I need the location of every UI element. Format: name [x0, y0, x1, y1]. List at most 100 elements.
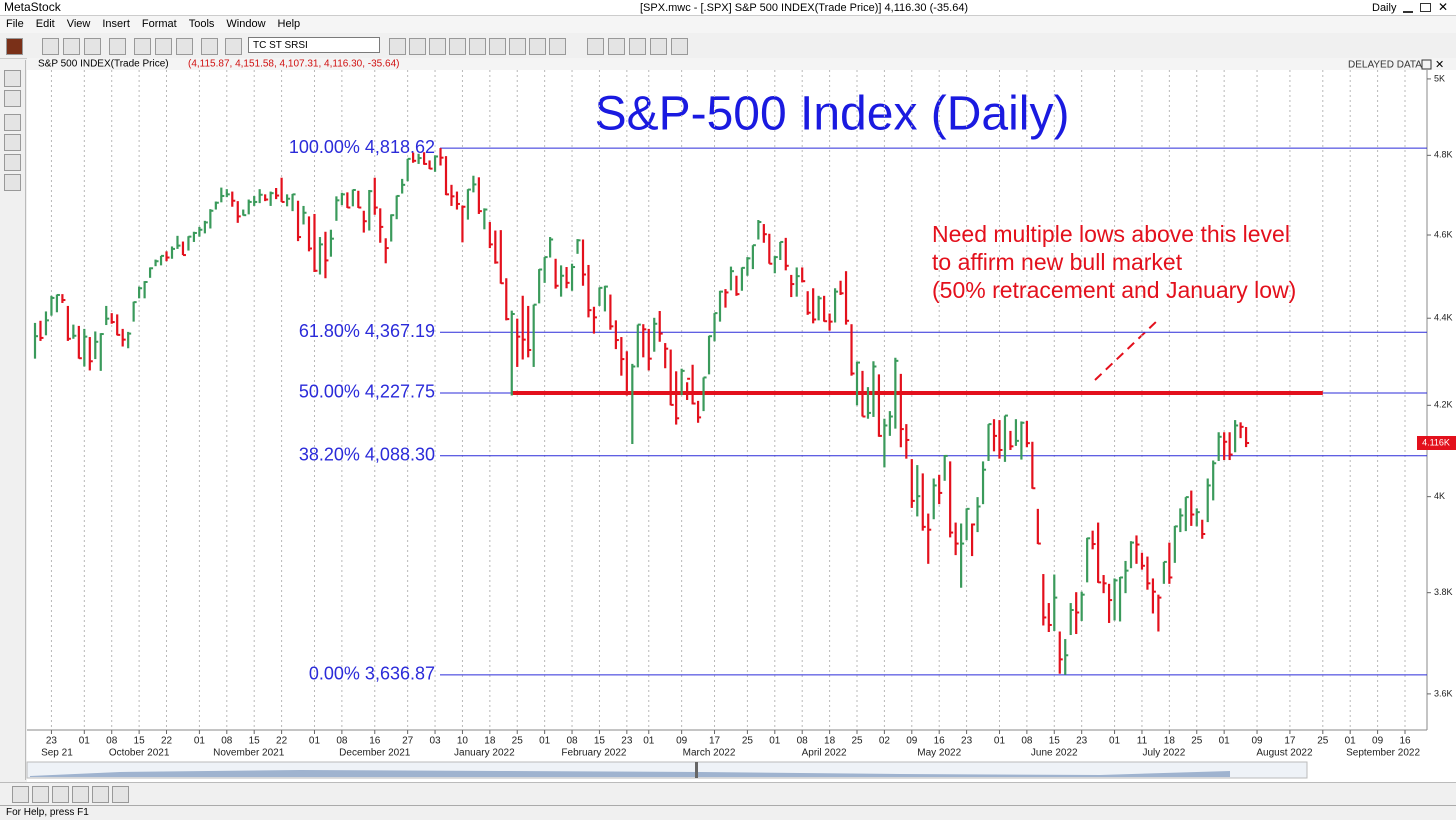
cross-tool[interactable]	[4, 90, 21, 107]
fib-label: 61.80% 4,367.19	[299, 321, 435, 341]
menu-item[interactable]: Window	[226, 18, 266, 30]
tab-button[interactable]	[92, 786, 109, 803]
print-button[interactable]	[109, 38, 126, 55]
x-tick-label: 01	[1345, 736, 1357, 747]
tool-button[interactable]	[509, 38, 526, 55]
x-tick-label: 01	[194, 736, 206, 747]
drawing-toolbar	[0, 60, 26, 780]
x-tick-label: 01	[309, 736, 321, 747]
tab-button[interactable]	[52, 786, 69, 803]
tool-button[interactable]	[529, 38, 546, 55]
app-button[interactable]	[6, 38, 23, 55]
fib-label: 50.00% 4,227.75	[299, 382, 435, 402]
menu-item[interactable]: Help	[277, 18, 301, 30]
paste-button[interactable]	[176, 38, 193, 55]
menu-item[interactable]: Edit	[35, 18, 55, 30]
month-label: August 2022	[1256, 748, 1313, 759]
window-button[interactable]	[629, 38, 646, 55]
x-tick-label: 01	[1109, 736, 1121, 747]
select-tool[interactable]	[4, 70, 21, 87]
tool-button[interactable]	[489, 38, 506, 55]
minimize-button[interactable]	[1403, 3, 1413, 13]
window-button[interactable]	[650, 38, 667, 55]
tab-button[interactable]	[32, 786, 49, 803]
x-tick-label: 01	[769, 736, 781, 747]
tab-button[interactable]	[72, 786, 89, 803]
menu-item[interactable]: Insert	[102, 18, 130, 30]
x-tick-label: 22	[161, 736, 173, 747]
month-label: December 2021	[339, 748, 411, 759]
last-price-tag	[1417, 435, 1456, 450]
period: Daily	[1372, 2, 1397, 14]
window-button[interactable]	[608, 38, 625, 55]
x-tick-label: 18	[1164, 736, 1176, 747]
maximize-button[interactable]	[1420, 3, 1431, 12]
x-tick-label: 15	[249, 736, 261, 747]
tool-button[interactable]	[549, 38, 566, 55]
delayed-notice: DELAYED DATA	[1348, 60, 1422, 71]
x-tick-label: 16	[1399, 736, 1411, 747]
chart-maximize[interactable]	[1421, 59, 1432, 70]
month-label: May 2022	[917, 748, 961, 759]
y-tick-label: 4.4K	[1434, 313, 1453, 323]
x-tick-label: 18	[824, 736, 836, 747]
undo-button[interactable]	[201, 38, 218, 55]
indicator-select[interactable]: TC ST SRSI	[248, 37, 380, 53]
fib-tool[interactable]	[4, 174, 21, 191]
annotation: (50% retracement and January low)	[932, 277, 1296, 303]
tool-button[interactable]	[429, 38, 446, 55]
y-tick-label: 3.8K	[1434, 587, 1453, 597]
save-button[interactable]	[84, 38, 101, 55]
x-tick-label: 23	[621, 736, 633, 747]
x-tick-label: 25	[851, 736, 863, 747]
window-button[interactable]	[671, 38, 688, 55]
menu-item[interactable]: Tools	[188, 18, 215, 30]
tab-button[interactable]	[112, 786, 129, 803]
new-button[interactable]	[42, 38, 59, 55]
tool-button[interactable]	[469, 38, 486, 55]
toolbar: TC ST SRSI	[0, 34, 1456, 59]
last-price-label: 4.116K	[1422, 437, 1450, 447]
tool-button[interactable]	[409, 38, 426, 55]
menu-item[interactable]: View	[66, 18, 91, 30]
scroll-thumb[interactable]	[695, 762, 698, 778]
zoom-button[interactable]	[225, 38, 242, 55]
status-bar: For Help, press F1	[0, 805, 1456, 820]
month-label: July 2022	[1142, 748, 1185, 759]
x-tick-label: 22	[276, 736, 288, 747]
chart-close[interactable]: ✕	[1435, 59, 1444, 71]
x-tick-label: 02	[879, 736, 891, 747]
trend-tool[interactable]	[4, 114, 21, 131]
x-tick-label: 01	[79, 736, 91, 747]
annotation: Need multiple lows above this level	[932, 221, 1290, 247]
menu-bar: File Edit View Insert Format Tools Window Help	[0, 16, 1456, 33]
menu-item[interactable]: File	[6, 18, 24, 30]
copy-button[interactable]	[155, 38, 172, 55]
open-button[interactable]	[63, 38, 80, 55]
annotation: to affirm new bull market	[932, 249, 1183, 275]
tool-button[interactable]	[389, 38, 406, 55]
y-tick-label: 4.8K	[1434, 150, 1453, 160]
x-tick-label: 03	[429, 736, 441, 747]
window-title: [SPX.mwc - [.SPX] S&P 500 INDEX(Trade Pr…	[640, 2, 969, 14]
x-tick-label: 10	[457, 736, 469, 747]
horizontal-tool[interactable]	[4, 134, 21, 151]
month-label: June 2022	[1031, 748, 1078, 759]
x-tick-label: 08	[566, 736, 578, 747]
month-label: February 2022	[561, 748, 626, 759]
x-tick-label: 08	[106, 736, 118, 747]
x-tick-label: 27	[402, 736, 414, 747]
tool-button[interactable]	[449, 38, 466, 55]
cut-button[interactable]	[134, 38, 151, 55]
x-tick-label: 08	[1021, 736, 1033, 747]
menu-item[interactable]: Format	[141, 18, 177, 30]
x-tick-label: 25	[742, 736, 754, 747]
scroll-overview	[30, 770, 1230, 777]
close-button[interactable]: ✕	[1438, 0, 1449, 14]
chart-title: S&P-500 Index (Daily)	[595, 88, 1070, 141]
tab-button[interactable]	[12, 786, 29, 803]
vertical-tool[interactable]	[4, 154, 21, 171]
window-button[interactable]	[587, 38, 604, 55]
